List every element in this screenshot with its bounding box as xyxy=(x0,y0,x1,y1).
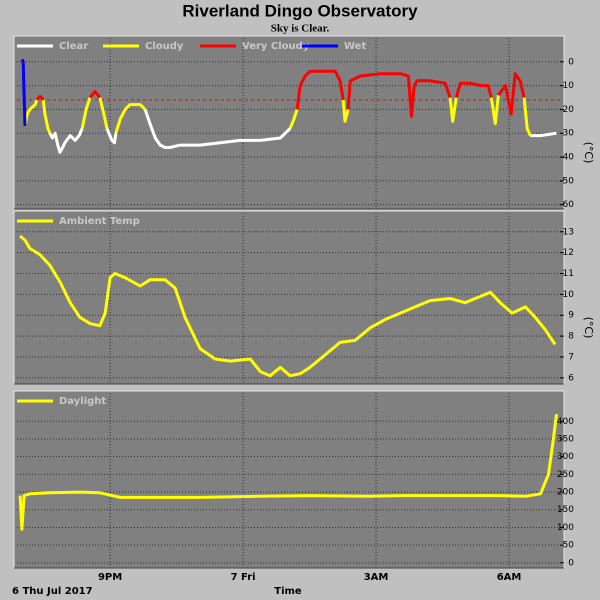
y-tick-label: 10 xyxy=(563,290,575,300)
x-axis-label: Time xyxy=(274,586,302,597)
y-tick-label: 7 xyxy=(568,352,574,362)
y-axis-label: (°C) xyxy=(582,142,595,164)
y-tick-label: 400 xyxy=(557,417,574,427)
y-tick-label: -20 xyxy=(559,105,574,115)
legend-label: Wet xyxy=(344,41,366,52)
legend-label: Ambient Temp xyxy=(59,216,140,227)
legend-label: Daylight xyxy=(59,396,106,407)
y-tick-label: 150 xyxy=(557,505,574,515)
series-line xyxy=(48,108,557,154)
chart-subtitle: Sky is Clear. xyxy=(271,23,330,35)
y-tick-label: 0 xyxy=(568,558,574,568)
y-tick-label: 250 xyxy=(557,470,574,480)
y-tick-label: 8 xyxy=(568,332,574,342)
y-tick-label: 12 xyxy=(563,248,574,258)
series-line xyxy=(18,414,558,531)
panel xyxy=(13,35,565,210)
y-tick-label: 100 xyxy=(557,523,574,533)
x-tick-label: 6AM xyxy=(497,572,522,583)
x-tick-label: 9PM xyxy=(98,572,122,583)
legend-label: Clear xyxy=(59,41,88,52)
series-line xyxy=(23,94,532,137)
y-axis-label: (°C) xyxy=(582,317,595,339)
chart-title: Riverland Dingo Observatory xyxy=(182,1,418,20)
y-tick-label: -30 xyxy=(559,129,574,139)
y-tick-label: -10 xyxy=(559,81,574,91)
x-tick-label: 7 Fri xyxy=(231,572,256,583)
y-tick-label: -50 xyxy=(559,176,574,186)
legend-label: Cloudy xyxy=(145,41,184,52)
legend-label: Very Cloudy xyxy=(242,41,310,52)
x-tick-label: 3AM xyxy=(364,572,389,583)
y-tick-label: 200 xyxy=(557,488,574,498)
panel xyxy=(13,390,565,569)
panel xyxy=(13,210,565,385)
y-tick-label: 9 xyxy=(568,311,574,321)
y-tick-label: 13 xyxy=(563,227,574,237)
date-label: 6 Thu Jul 2017 xyxy=(12,586,93,597)
y-tick-label: 11 xyxy=(563,269,574,279)
y-tick-label: 350 xyxy=(557,434,574,444)
y-tick-label: -40 xyxy=(559,153,574,163)
series-line xyxy=(20,58,27,127)
y-tick-label: 300 xyxy=(557,452,574,462)
y-tick-label: 50 xyxy=(563,541,575,551)
y-tick-label: -60 xyxy=(559,200,574,210)
series-line xyxy=(19,234,557,378)
series-line xyxy=(35,69,526,118)
y-tick-label: 0 xyxy=(568,57,574,67)
y-tick-label: 6 xyxy=(568,373,574,383)
